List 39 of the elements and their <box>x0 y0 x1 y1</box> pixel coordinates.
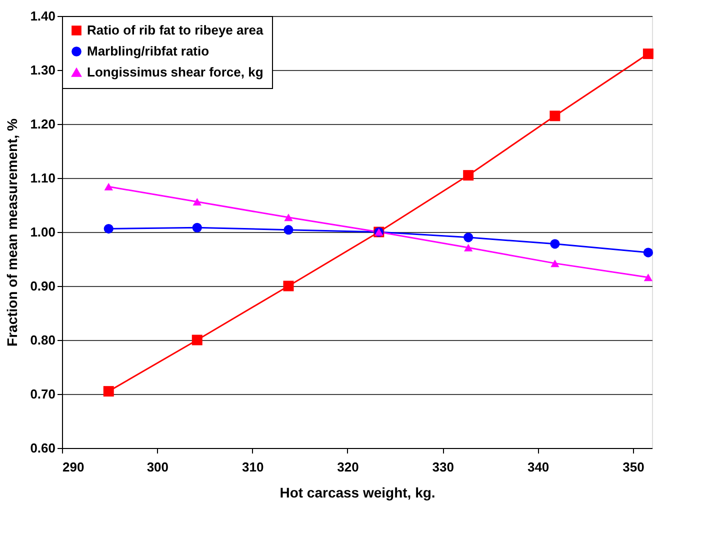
y-tick-label: 0.80 <box>30 332 56 348</box>
legend-label: Longissimus shear force, kg <box>87 64 264 80</box>
x-tick-label: 290 <box>62 460 84 474</box>
point <box>464 244 473 252</box>
point <box>643 248 654 258</box>
x-tick-label: 340 <box>527 460 550 474</box>
point <box>192 198 202 206</box>
point <box>464 232 474 242</box>
y-tick-label: 1.00 <box>30 224 56 240</box>
point <box>192 334 202 346</box>
y-tick-label: 0.60 <box>30 440 56 456</box>
point <box>644 274 653 282</box>
x-tick-label: 320 <box>337 460 359 474</box>
y-tick-label: 0.90 <box>30 278 56 294</box>
point <box>283 280 294 292</box>
point <box>192 222 202 232</box>
y-tick-label: 1.30 <box>30 62 56 78</box>
point <box>463 170 474 181</box>
x-tick-label: 330 <box>432 460 454 474</box>
y-axis-title: Fraction of mean measurement, % <box>4 118 20 346</box>
x-axis-title: Hot carcass weight, kg. <box>280 484 436 500</box>
point <box>550 260 560 268</box>
point <box>284 225 294 235</box>
y-tick-label: 0.70 <box>30 386 56 402</box>
point <box>104 224 114 234</box>
point <box>284 214 293 222</box>
x-tick-label: 300 <box>146 460 169 474</box>
point <box>642 48 654 60</box>
x-tick-label: 310 <box>242 460 264 474</box>
y-tick-label: 1.40 <box>30 8 56 24</box>
y-tick-label: 1.20 <box>30 116 56 132</box>
legend-label: Ratio of rib fat to ribeye area <box>87 22 264 38</box>
x-tick-label: 350 <box>622 460 644 474</box>
y-tick-label: 1.10 <box>30 170 56 186</box>
point <box>550 110 560 122</box>
point <box>104 182 113 190</box>
legend-label: Marbling/ribfat ratio <box>87 44 210 58</box>
point <box>103 386 114 397</box>
point <box>550 239 560 249</box>
